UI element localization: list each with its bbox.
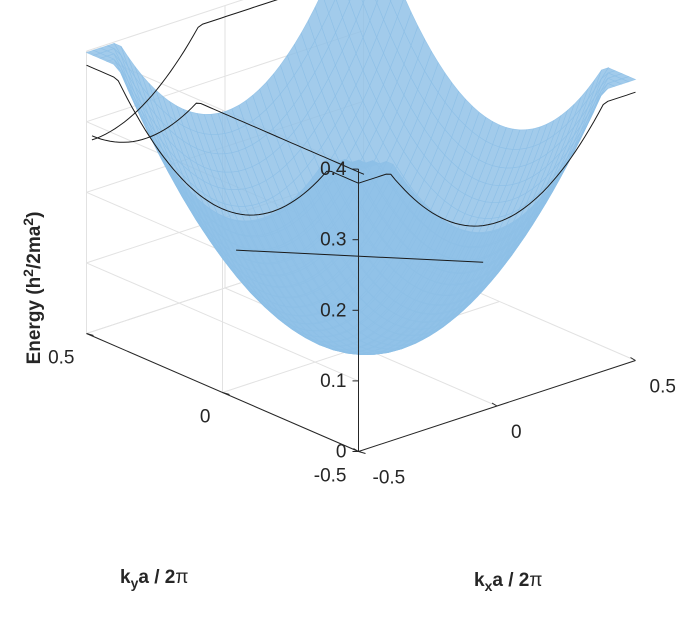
band-curve-back-left (91, 102, 365, 175)
x-axis-tick-labels: -0.5 0 0.5 (373, 377, 676, 489)
z-axis-tick-labels: 0 0.1 0.2 0.3 0.4 (320, 159, 347, 462)
band-edge-curves (86, 0, 636, 263)
x-tick-label: -0.5 (373, 468, 406, 489)
y-tick-mark (358, 451, 366, 454)
band-curve-right (358, 91, 636, 227)
y-tick-mark (86, 333, 94, 336)
energy-surface (85, 0, 637, 356)
x-axis-label: kxa / 2π (474, 570, 542, 594)
x-tick-mark (491, 402, 498, 407)
axes (86, 168, 636, 454)
y-axis-tick-labels: -0.5 0 0.5 (48, 348, 346, 487)
x-tick-mark (353, 448, 359, 452)
band-curve-left (86, 64, 359, 216)
grid-line (86, 0, 244, 52)
band-curve-center (236, 249, 484, 263)
band-curve-back-right (91, 0, 278, 141)
surface-patch (620, 76, 637, 83)
y-tick-label: 0.5 (48, 348, 74, 369)
z-tick-label: 0.1 (320, 371, 346, 392)
z-tick-label: 0 (336, 442, 347, 463)
y-axis-label: kya / 2π (120, 567, 188, 591)
x-tick-label: 0 (511, 422, 522, 443)
x-tick-label: 0.5 (650, 377, 676, 398)
x-tick-mark (630, 357, 636, 361)
y-tick-label: 0 (200, 407, 211, 428)
y-tick-mark (222, 392, 230, 395)
z-axis-label: Energy (h2/2ma2) (20, 212, 45, 365)
z-tick-label: 0.4 (320, 159, 347, 180)
z-tick-label: 0.2 (320, 300, 346, 321)
z-tick-label: 0.3 (320, 230, 346, 251)
y-tick-label: -0.5 (314, 466, 347, 487)
